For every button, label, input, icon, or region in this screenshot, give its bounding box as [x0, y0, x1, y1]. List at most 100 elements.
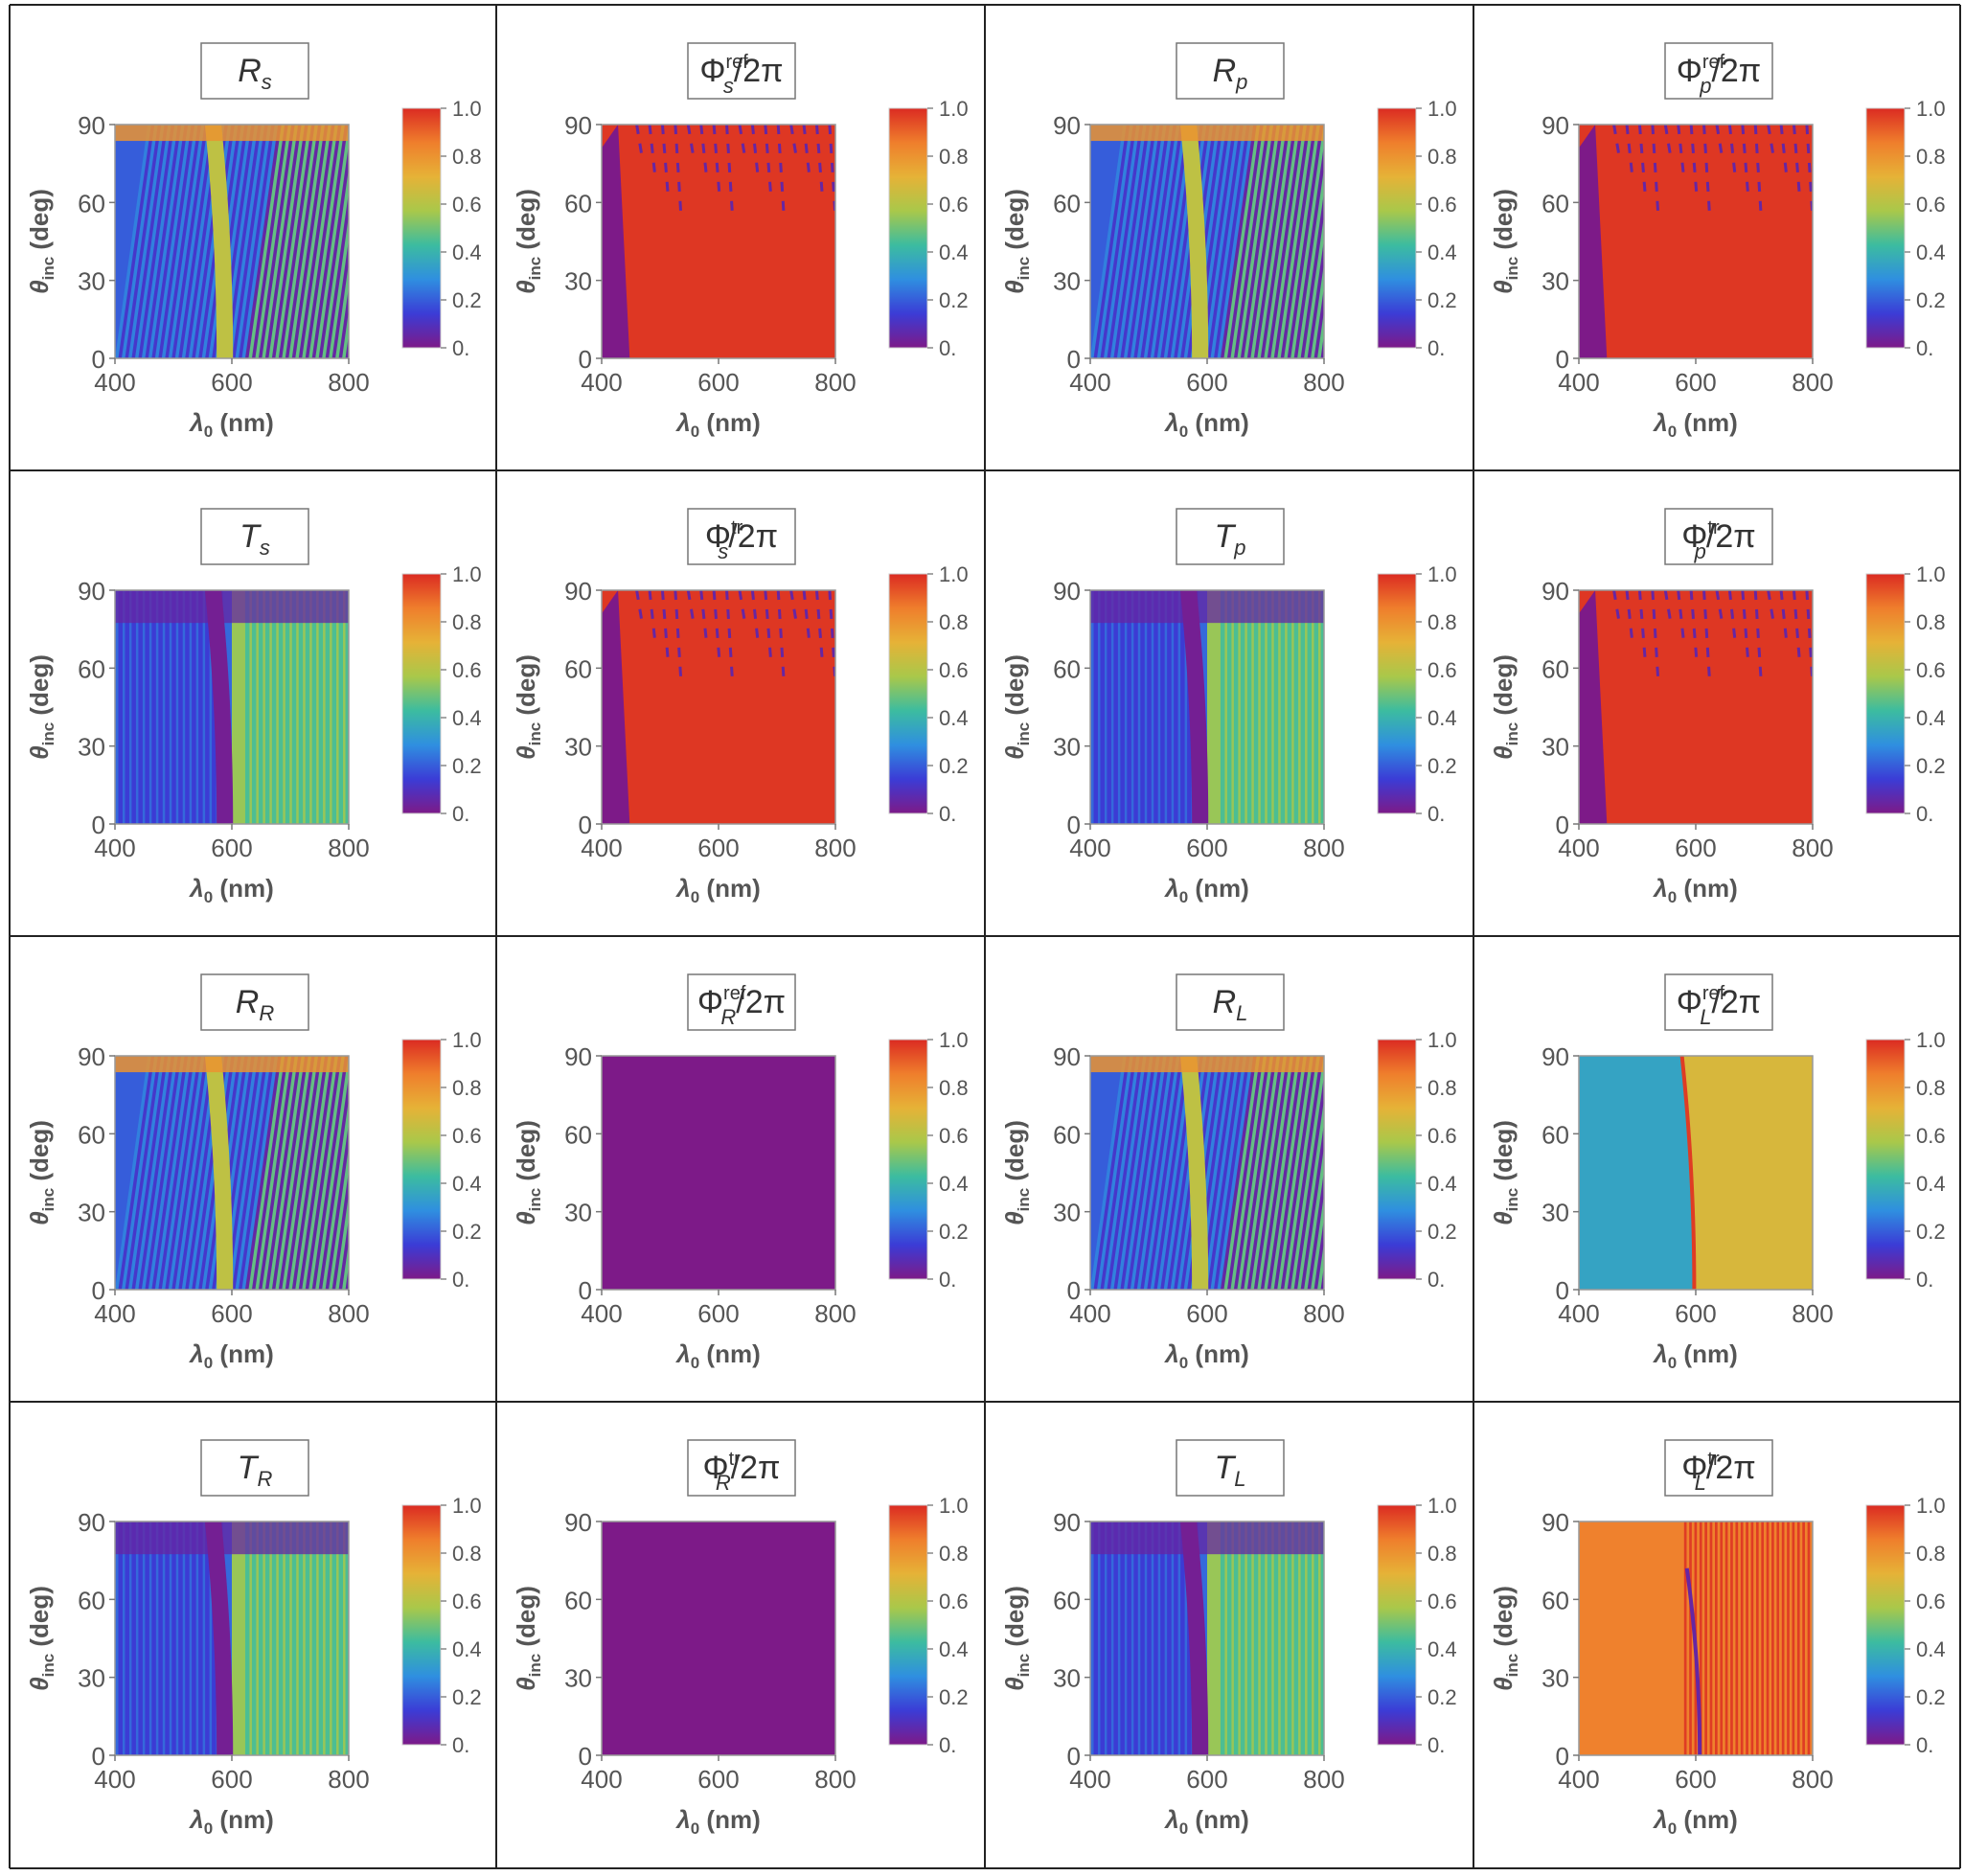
- colorbar-tick-label: 0.6: [1427, 658, 1457, 682]
- colorbar-tick-label: 0.8: [939, 610, 969, 634]
- colorbar-tick-label: 1.0: [1427, 97, 1457, 121]
- x-tick-label: 600: [697, 368, 739, 397]
- x-axis-label: λ0 (nm): [1163, 874, 1248, 906]
- y-tick-label: 30: [564, 733, 592, 762]
- chart-panel: Φtr s/2π 0 30 60 90 400 600 800 λ0 (nm) θinc (deg)…: [512, 508, 969, 906]
- x-tick-label: 400: [1069, 834, 1110, 862]
- colorbar-tick-label: 0.6: [1427, 1124, 1457, 1148]
- colorbar: [1865, 573, 1906, 814]
- colorbar-tick-label: 0.: [1916, 336, 1933, 360]
- colorbar: [888, 1504, 928, 1746]
- y-tick-label: 30: [1053, 733, 1081, 762]
- colorbar: [1865, 1504, 1906, 1746]
- y-tick-label: 90: [1053, 111, 1081, 140]
- heatmap-field: [602, 590, 835, 824]
- chart-title: Φtr L/2π: [1681, 1449, 1755, 1495]
- y-axis-label: θinc (deg): [1000, 1586, 1033, 1691]
- colorbar-tick-label: 0.: [452, 1733, 469, 1757]
- colorbar-tick-label: 0.: [1916, 1268, 1933, 1292]
- x-tick-label: 400: [581, 1765, 622, 1794]
- x-tick-label: 600: [1186, 1765, 1227, 1794]
- colorbar-tick-label: 0.4: [1916, 1172, 1946, 1196]
- colorbar-tick-label: 0.4: [939, 1172, 969, 1196]
- colorbar-tick-label: 1.0: [1916, 562, 1946, 586]
- colorbar-tick-label: 0.6: [1427, 193, 1457, 217]
- y-tick-label: 0: [579, 811, 592, 839]
- colorbar-tick-label: 0.8: [1427, 610, 1457, 634]
- x-tick-label: 800: [328, 1299, 369, 1328]
- colorbar: [1377, 573, 1417, 814]
- y-tick-label: 60: [78, 189, 105, 217]
- y-tick-label: 90: [564, 111, 592, 140]
- x-axis-label: λ0 (nm): [1652, 1339, 1737, 1372]
- heatmap-field: [602, 1056, 835, 1290]
- colorbar-tick-label: 1.0: [939, 97, 969, 121]
- colorbar-tick-label: 0.2: [939, 1220, 969, 1244]
- x-axis-label: λ0 (nm): [188, 874, 273, 906]
- x-tick-label: 600: [211, 1299, 252, 1328]
- x-tick-label: 600: [211, 368, 252, 397]
- colorbar-tick-label: 0.8: [939, 145, 969, 169]
- y-tick-label: 0: [92, 1276, 105, 1305]
- colorbar-tick-label: 1.0: [939, 1494, 969, 1518]
- y-tick-label: 0: [1556, 1742, 1569, 1771]
- colorbar-tick-label: 0.6: [939, 1124, 969, 1148]
- x-tick-label: 800: [1792, 1299, 1833, 1328]
- x-tick-label: 600: [697, 834, 739, 862]
- y-tick-label: 0: [92, 345, 105, 374]
- y-tick-label: 90: [564, 1508, 592, 1537]
- chart-title-box: [200, 508, 309, 565]
- colorbar-tick-label: 0.2: [452, 754, 482, 778]
- colorbar-tick-label: 0.2: [1427, 288, 1457, 312]
- chart-panel: RL 0 30 60 90 400 600 800 λ0 (nm) θinc (deg) 1.0 0.…: [1000, 973, 1457, 1372]
- colorbar-tick-label: 0.8: [1916, 610, 1946, 634]
- x-tick-label: 800: [1303, 1299, 1344, 1328]
- heatmap-field: [1579, 1521, 1813, 1755]
- colorbar-tick-label: 0.: [1427, 802, 1445, 826]
- colorbar: [1865, 107, 1906, 349]
- y-tick-label: 0: [1067, 345, 1081, 374]
- colorbar: [1377, 1039, 1417, 1280]
- chart-title-box: [200, 42, 309, 100]
- colorbar-tick-label: 0.4: [1427, 1172, 1457, 1196]
- colorbar-tick-label: 1.0: [1916, 97, 1946, 121]
- x-tick-label: 800: [1303, 834, 1344, 862]
- colorbar-tick-label: 0.4: [1427, 1637, 1457, 1661]
- chart-title-box: [1664, 1439, 1773, 1497]
- colorbar-tick-label: 0.6: [452, 193, 482, 217]
- y-tick-label: 30: [1542, 1199, 1569, 1227]
- colorbar-tick-label: 0.: [939, 802, 956, 826]
- colorbar-tick-label: 0.4: [939, 240, 969, 264]
- colorbar-tick-label: 0.2: [1916, 1220, 1946, 1244]
- colorbar-tick-label: 0.: [1427, 1733, 1445, 1757]
- y-axis-label: θinc (deg): [1000, 654, 1033, 760]
- y-tick-label: 90: [1542, 111, 1569, 140]
- y-axis-label: θinc (deg): [1000, 189, 1033, 294]
- chart-panel: Φref s/2π 0 30 60 90 400 600 800 λ0 (nm) θinc (deg…: [512, 42, 969, 441]
- y-axis-label: θinc (deg): [1489, 1120, 1521, 1225]
- colorbar-tick-label: 0.8: [1916, 1542, 1946, 1566]
- x-tick-label: 600: [1675, 834, 1716, 862]
- colorbar-tick-label: 0.2: [1916, 754, 1946, 778]
- chart-panel: Φtr R/2π 0 30 60 90 400 600 800 λ0 (nm) θinc (deg)…: [512, 1439, 969, 1838]
- y-tick-label: 90: [564, 1042, 592, 1071]
- chart-title: Ts: [240, 518, 270, 560]
- colorbar: [1377, 107, 1417, 349]
- colorbar-tick-label: 1.0: [1916, 1494, 1946, 1518]
- x-tick-label: 600: [1186, 834, 1227, 862]
- x-tick-label: 800: [328, 368, 369, 397]
- x-axis-label: λ0 (nm): [188, 1805, 273, 1838]
- colorbar-tick-label: 0.8: [452, 1542, 482, 1566]
- x-tick-label: 400: [94, 368, 135, 397]
- colorbar: [401, 1504, 442, 1746]
- colorbar-tick-label: 0.: [452, 1268, 469, 1292]
- y-tick-label: 30: [78, 733, 105, 762]
- colorbar-tick-label: 0.: [939, 1268, 956, 1292]
- y-tick-label: 60: [1053, 1120, 1081, 1149]
- chart-title: Φref s/2π: [699, 52, 783, 98]
- y-axis-label: θinc (deg): [1489, 1586, 1521, 1691]
- y-tick-label: 60: [1542, 1120, 1569, 1149]
- colorbar-tick-label: 0.8: [452, 1076, 482, 1100]
- y-axis-label: θinc (deg): [1000, 1120, 1033, 1225]
- colorbar: [888, 573, 928, 814]
